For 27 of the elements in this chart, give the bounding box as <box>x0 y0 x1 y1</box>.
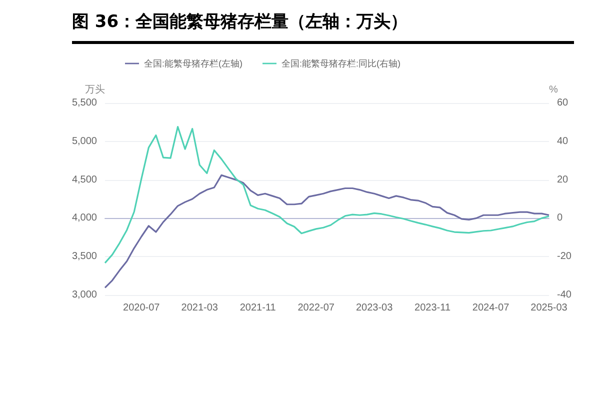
y-tick-label: 3,000 <box>72 290 98 300</box>
y2-tick-label: 60 <box>557 98 569 108</box>
y2-tick-label: 0 <box>557 212 563 224</box>
x-tick-label: 2021-03 <box>181 302 218 314</box>
x-tick-label: 2023-11 <box>414 302 451 314</box>
y-tick-label: 4,000 <box>72 212 98 224</box>
chart-title: 图 36：全国能繁母猪存栏量（左轴：万头） <box>72 10 574 44</box>
legend-label: 全国:能繁母猪存栏(左轴) <box>144 58 242 68</box>
y-tick-label: 5,000 <box>72 136 98 147</box>
x-tick-label: 2023-03 <box>356 302 394 314</box>
y-tick-label: 4,500 <box>72 174 98 186</box>
x-tick-label: 2022-07 <box>298 302 335 314</box>
x-tick-label: 2020-07 <box>123 302 160 314</box>
y-tick-label: 3,500 <box>72 251 98 262</box>
y2-tick-label: 20 <box>557 174 569 186</box>
y-axis-title: 万头 <box>85 84 105 96</box>
line-series <box>104 174 550 289</box>
y2-tick-label: -40 <box>557 290 572 300</box>
x-tick-label: 2024-07 <box>472 302 510 314</box>
y2-axis-title: % <box>549 84 558 96</box>
x-tick-label: 2025-03 <box>530 302 568 314</box>
y2-tick-label: -20 <box>557 251 572 262</box>
y-tick-label: 5,500 <box>72 98 98 108</box>
legend-label: 全国:能繁母猪存栏:同比(右轴) <box>281 58 400 68</box>
y2-tick-label: 40 <box>557 136 569 147</box>
line-series <box>104 126 550 264</box>
x-tick-label: 2021-11 <box>240 302 276 314</box>
